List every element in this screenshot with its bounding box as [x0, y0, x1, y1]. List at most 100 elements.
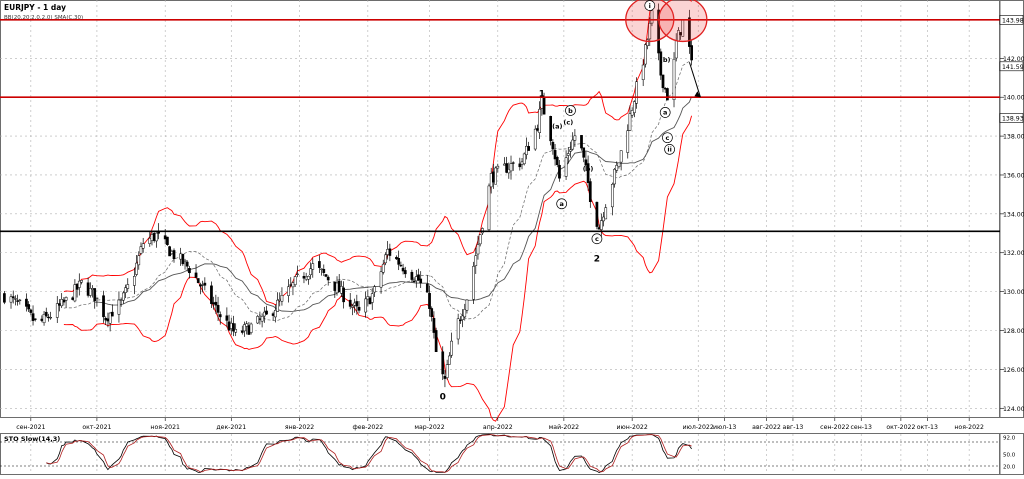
candle-body	[185, 261, 189, 267]
candle-body	[373, 286, 376, 293]
x-tick-label: янв-2022	[285, 424, 314, 431]
candle-body	[489, 173, 493, 188]
candle-body	[212, 302, 216, 305]
candle-body	[31, 313, 35, 321]
wave-label-circle	[664, 143, 675, 155]
candle-body	[496, 165, 500, 169]
candle-body	[432, 318, 436, 333]
chart-title: EURJPY - 1 day	[4, 3, 66, 12]
candle-body	[633, 101, 636, 113]
candle-body	[121, 292, 125, 301]
candle-body	[674, 40, 678, 59]
indicator-legend: BB(20,20,2,0,2,0) SMA(C,30)	[4, 15, 83, 21]
candle-body	[225, 315, 229, 321]
sto-tick-label: 92.0	[1003, 436, 1016, 442]
candle-body	[240, 330, 244, 333]
x-tick-label: авг-13	[783, 424, 804, 431]
candle-body	[75, 283, 79, 290]
candle-body	[672, 58, 676, 100]
candle-body	[196, 278, 200, 284]
candle-body	[309, 268, 312, 276]
candle-body	[16, 300, 19, 302]
candle-body	[566, 153, 570, 156]
candle-body	[641, 64, 645, 80]
candle-body	[247, 325, 251, 335]
candle-body	[588, 181, 592, 203]
candle-body	[271, 313, 275, 316]
candle-body	[688, 17, 691, 47]
candle-body	[425, 283, 429, 293]
candle-body	[659, 51, 663, 76]
candle-body	[93, 288, 97, 301]
candle-body	[58, 303, 61, 306]
candle-body	[117, 299, 121, 315]
candle-body	[18, 299, 22, 302]
x-tick-label: окт-2021	[82, 424, 111, 431]
candle-body	[351, 305, 354, 308]
sto-d-line	[46, 434, 692, 473]
candle-body	[441, 351, 445, 375]
wave-label: a	[663, 109, 667, 117]
candle-body	[542, 96, 546, 115]
arrow-head	[694, 91, 701, 98]
candle-body	[33, 318, 37, 320]
candle-body	[419, 278, 423, 284]
candle-body	[55, 303, 59, 318]
candle-body	[461, 315, 464, 320]
price-tag-box	[999, 113, 1024, 123]
candle-body	[166, 236, 169, 245]
candle-body	[260, 316, 264, 322]
candle-body	[520, 161, 524, 165]
bollinger-upper	[63, 0, 692, 306]
candle-body	[216, 304, 220, 313]
candle-body	[474, 255, 478, 266]
candle-body	[304, 276, 308, 280]
candle-body	[584, 159, 588, 166]
wave-label: 1	[539, 89, 545, 99]
candle-body	[569, 149, 572, 152]
wave-label: 2	[594, 255, 600, 265]
candle-body	[558, 164, 561, 179]
candle-body	[337, 280, 341, 293]
candle-body	[289, 284, 293, 286]
candle-body	[522, 153, 526, 165]
x-tick-label: июл-13	[713, 424, 736, 431]
candle-body	[533, 128, 537, 150]
candle-body	[456, 318, 460, 340]
candle-body	[395, 256, 398, 260]
candle-body	[355, 301, 359, 307]
price-tag-box	[999, 15, 1024, 25]
candle-body	[644, 44, 647, 65]
candle-body	[573, 135, 577, 141]
candle-body	[137, 255, 141, 266]
candle-body	[410, 271, 414, 280]
candle-body	[511, 162, 515, 164]
candles	[3, 3, 693, 388]
candle-body	[366, 296, 370, 300]
x-tick-label: май-2022	[549, 423, 580, 431]
candle-body	[14, 298, 17, 300]
candle-body	[77, 280, 81, 288]
candle-body	[110, 311, 114, 317]
candle-body	[249, 323, 253, 333]
candle-body	[403, 270, 407, 275]
y-tick-label: 142.00	[1003, 56, 1024, 63]
candle-body	[580, 135, 583, 149]
y-tick-label: 128.00	[1003, 328, 1024, 335]
candle-body	[47, 316, 50, 319]
wave-label-circle	[591, 233, 603, 245]
candle-body	[527, 146, 530, 151]
x-tick-label: ноя-2021	[150, 424, 180, 431]
candle-body	[348, 299, 352, 307]
candle-body	[25, 298, 28, 307]
candle-body	[218, 314, 222, 318]
candle-body	[229, 322, 233, 329]
candle-body	[29, 309, 33, 313]
candle-body	[95, 297, 99, 299]
highlight-circle	[658, 0, 708, 43]
candle-body	[370, 293, 374, 303]
x-tick-label: июн-2022	[617, 424, 648, 431]
candle-body	[399, 264, 403, 267]
candle-body	[661, 74, 665, 89]
